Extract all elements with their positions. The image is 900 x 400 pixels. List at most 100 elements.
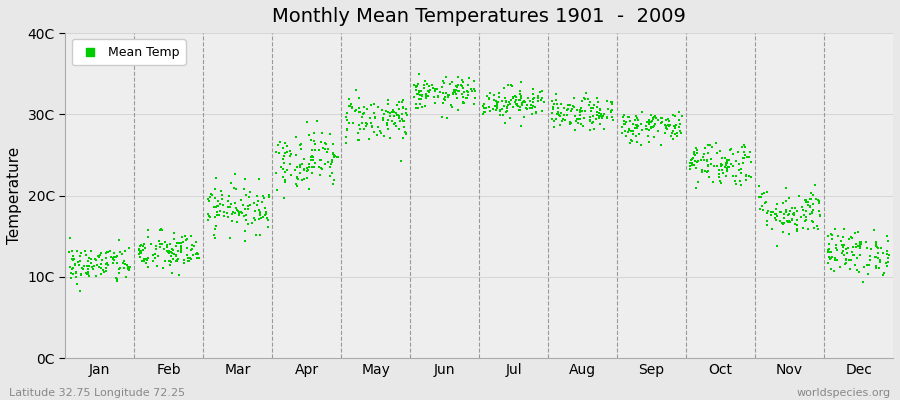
Point: [410, 91, 425, 98]
Point: [777, 210, 791, 217]
Point: [66, 253, 80, 260]
Point: [103, 248, 117, 254]
Point: [501, 98, 516, 105]
Point: [566, 103, 580, 109]
Point: [450, 95, 464, 101]
Point: [441, 91, 455, 98]
Point: [86, 265, 100, 272]
Point: [653, 115, 668, 121]
Point: [252, 176, 266, 182]
Point: [208, 214, 222, 220]
Point: [640, 119, 654, 126]
Point: [92, 264, 106, 270]
Point: [822, 249, 836, 256]
Point: [770, 243, 784, 250]
Point: [661, 115, 675, 122]
Point: [594, 111, 608, 117]
Point: [618, 119, 633, 125]
Point: [722, 157, 736, 163]
Point: [785, 216, 799, 223]
Point: [726, 151, 741, 157]
Point: [648, 113, 662, 120]
Point: [824, 265, 838, 272]
Point: [569, 118, 583, 124]
Point: [290, 164, 304, 170]
Point: [429, 86, 444, 92]
Point: [392, 106, 406, 112]
Point: [781, 212, 796, 218]
Point: [436, 78, 450, 84]
Point: [371, 124, 385, 130]
Point: [409, 82, 423, 89]
Point: [253, 210, 267, 217]
Point: [648, 121, 662, 127]
Point: [764, 208, 778, 215]
Point: [164, 248, 178, 255]
Point: [585, 118, 599, 125]
Point: [225, 218, 239, 224]
Point: [217, 212, 231, 219]
Point: [117, 265, 131, 272]
Point: [783, 219, 797, 226]
Point: [690, 158, 705, 165]
Point: [860, 262, 874, 268]
Point: [512, 96, 526, 103]
Point: [118, 248, 132, 254]
Point: [509, 102, 524, 109]
Point: [698, 168, 712, 174]
Point: [309, 147, 323, 153]
Point: [410, 83, 424, 89]
Point: [456, 85, 471, 91]
Point: [584, 105, 598, 112]
Point: [341, 120, 356, 126]
Point: [221, 193, 236, 200]
Point: [568, 126, 582, 133]
Point: [616, 121, 631, 128]
Point: [181, 255, 195, 262]
Point: [208, 226, 222, 233]
Point: [794, 214, 808, 220]
Point: [839, 246, 853, 252]
Point: [508, 94, 523, 100]
Point: [151, 238, 166, 244]
Point: [639, 126, 653, 132]
Point: [513, 88, 527, 95]
Point: [166, 246, 180, 253]
Point: [411, 96, 426, 102]
Point: [797, 197, 812, 203]
Point: [399, 130, 413, 136]
Point: [88, 256, 103, 263]
Point: [788, 204, 802, 211]
Point: [110, 276, 124, 282]
Point: [121, 266, 135, 272]
Point: [806, 225, 821, 231]
Point: [422, 89, 436, 96]
Point: [328, 153, 343, 160]
Point: [279, 167, 293, 173]
Point: [731, 148, 745, 155]
Point: [774, 208, 788, 215]
Point: [456, 99, 471, 106]
Point: [832, 264, 847, 270]
Point: [880, 262, 895, 269]
Point: [355, 120, 369, 126]
Point: [737, 149, 751, 155]
Point: [714, 162, 728, 169]
Point: [319, 141, 333, 147]
Point: [162, 250, 176, 256]
Point: [353, 126, 367, 132]
Point: [526, 105, 540, 111]
Point: [64, 269, 78, 276]
Point: [849, 244, 863, 250]
Point: [862, 262, 877, 268]
Point: [837, 226, 851, 233]
Point: [513, 79, 527, 85]
Point: [592, 106, 607, 112]
Point: [185, 246, 200, 252]
Point: [272, 150, 286, 156]
Point: [418, 90, 433, 97]
Point: [140, 257, 155, 263]
Point: [685, 160, 699, 166]
Point: [644, 119, 658, 126]
Point: [870, 255, 885, 261]
